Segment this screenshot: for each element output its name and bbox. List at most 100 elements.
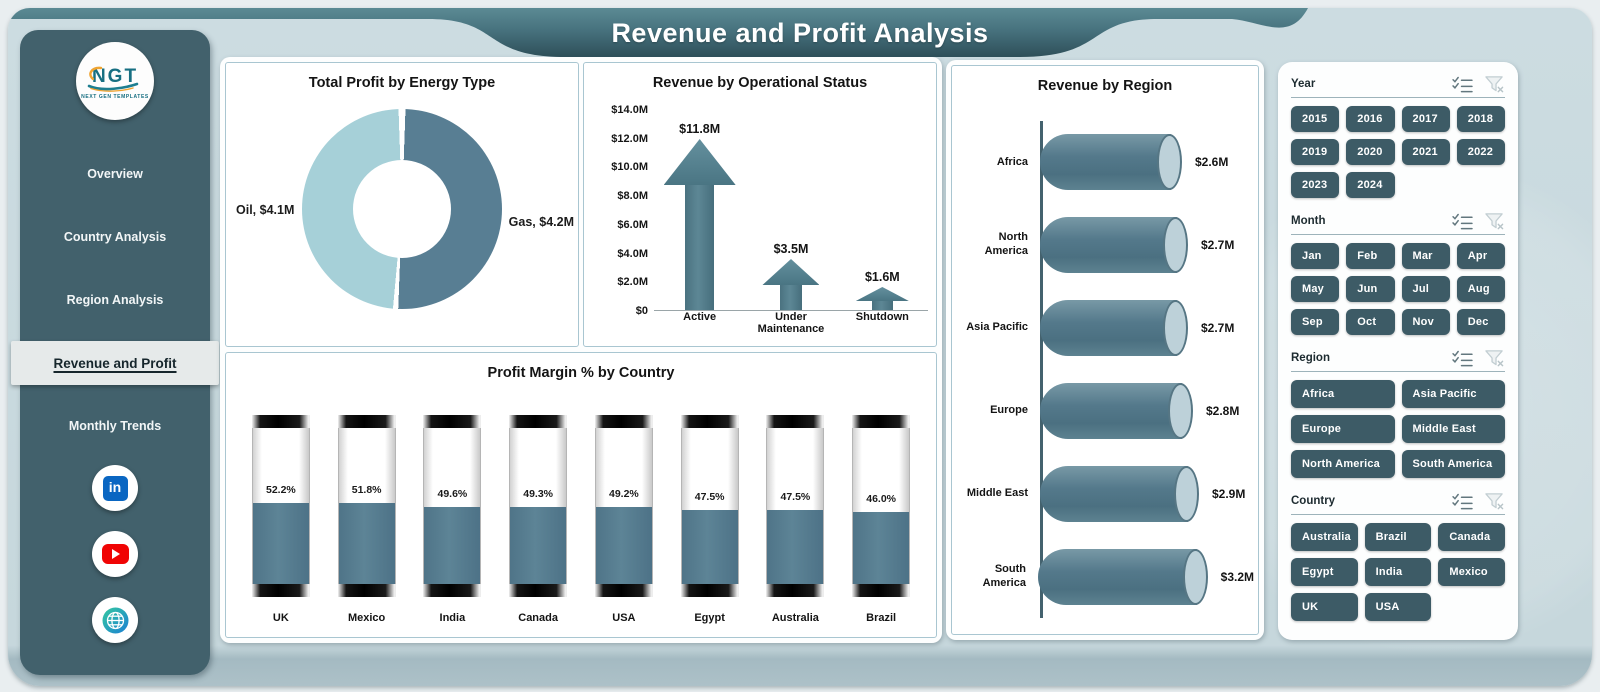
tube-bottom-cap bbox=[251, 584, 310, 597]
tube-body: 47.5% bbox=[766, 428, 825, 584]
multi-select-icon[interactable] bbox=[1451, 213, 1474, 230]
slicer-header: Region bbox=[1291, 348, 1505, 368]
slicer-option-may[interactable]: May bbox=[1291, 276, 1340, 302]
slicer-option-jul[interactable]: Jul bbox=[1401, 276, 1450, 302]
slicer-option-2016[interactable]: 2016 bbox=[1346, 106, 1395, 132]
cylinder-bar[interactable]: 52.2% bbox=[251, 415, 310, 597]
cylinder-end-cap bbox=[1163, 300, 1188, 357]
x-axis-label: USA bbox=[612, 612, 636, 624]
bar-value-label: $2.6M bbox=[1195, 155, 1229, 170]
multi-select-icon[interactable] bbox=[1451, 493, 1474, 510]
slicer-option-oct[interactable]: Oct bbox=[1346, 309, 1395, 335]
cylinder-bar[interactable]: 47.5% bbox=[766, 415, 825, 597]
slicer-option-2019[interactable]: 2019 bbox=[1291, 139, 1340, 165]
tube-top-cap bbox=[766, 415, 825, 428]
slicer-option-2021[interactable]: 2021 bbox=[1401, 139, 1450, 165]
slicer-option-2018[interactable]: 2018 bbox=[1456, 106, 1505, 132]
cylinder-bar[interactable]: 46.0% bbox=[852, 415, 911, 597]
slicer-option-nov[interactable]: Nov bbox=[1401, 309, 1450, 335]
slicer-option-jan[interactable]: Jan bbox=[1291, 243, 1340, 269]
slicer-option-jun[interactable]: Jun bbox=[1346, 276, 1395, 302]
sidebar-item-region-analysis[interactable]: Region Analysis bbox=[20, 268, 210, 331]
cylinder-bar[interactable] bbox=[1037, 548, 1208, 605]
arrow-bar[interactable] bbox=[663, 139, 736, 310]
cylinder-end-cap bbox=[1182, 548, 1208, 605]
multi-select-icon[interactable] bbox=[1451, 76, 1474, 93]
slicer-option-2024[interactable]: 2024 bbox=[1346, 172, 1395, 198]
youtube-button[interactable] bbox=[92, 531, 138, 577]
slicer-option-africa[interactable]: Africa bbox=[1291, 380, 1395, 408]
clear-filter-icon[interactable] bbox=[1484, 349, 1505, 367]
slicer-option-egypt[interactable]: Egypt bbox=[1291, 558, 1358, 586]
bar-row-europe: Europe $2.8M bbox=[962, 369, 1254, 452]
bar-column-uk: 52.2% bbox=[238, 415, 324, 597]
slicer-option-usa[interactable]: USA bbox=[1364, 593, 1432, 621]
slicer-option-2023[interactable]: 2023 bbox=[1291, 172, 1340, 198]
slicer-year: Year 2015 2016 2017 2018 2019 2020 2021 2022 2023… bbox=[1291, 74, 1505, 198]
slicer-option-australia[interactable]: Australia bbox=[1291, 523, 1358, 551]
x-axis-label: Canada bbox=[518, 612, 558, 624]
cylinder-bar[interactable] bbox=[1040, 382, 1193, 439]
slicer-option-2017[interactable]: 2017 bbox=[1401, 106, 1450, 132]
slicer-option-north-america[interactable]: North America bbox=[1291, 450, 1395, 478]
arrow-bar[interactable] bbox=[762, 259, 820, 310]
bar-value-label: $1.6M bbox=[864, 270, 900, 284]
clear-filter-icon[interactable] bbox=[1484, 492, 1505, 510]
slicer-options: Jan Feb Mar Apr May Jun Jul Aug Sep Oct Nov Dec bbox=[1291, 243, 1505, 335]
bar-row-south-america: South America $3.2M bbox=[962, 535, 1254, 618]
cylinder-end-cap bbox=[1157, 134, 1182, 191]
slicer-option-apr[interactable]: Apr bbox=[1456, 243, 1505, 269]
cylinder-bar[interactable] bbox=[1040, 217, 1188, 274]
slicer-option-mexico[interactable]: Mexico bbox=[1438, 558, 1505, 586]
slicer-option-2022[interactable]: 2022 bbox=[1456, 139, 1505, 165]
slicer-option-mar[interactable]: Mar bbox=[1401, 243, 1450, 269]
slicer-option-india[interactable]: India bbox=[1364, 558, 1432, 586]
bar-value-label: 52.2% bbox=[265, 483, 296, 496]
slicer-option-2015[interactable]: 2015 bbox=[1291, 106, 1340, 132]
cylinder-bar[interactable]: 49.2% bbox=[594, 415, 653, 597]
sidebar-item-monthly-trends[interactable]: Monthly Trends bbox=[20, 394, 210, 457]
slicer-option-uk[interactable]: UK bbox=[1291, 593, 1358, 621]
slicer-option-feb[interactable]: Feb bbox=[1346, 243, 1395, 269]
cylinder-bar[interactable]: 47.5% bbox=[680, 415, 739, 597]
sidebar-item-country-analysis[interactable]: Country Analysis bbox=[20, 205, 210, 268]
slicer-option-dec[interactable]: Dec bbox=[1456, 309, 1505, 335]
clear-filter-icon[interactable] bbox=[1484, 75, 1505, 93]
slicer-option-middle-east[interactable]: Middle East bbox=[1401, 415, 1505, 443]
arrow-bar[interactable] bbox=[855, 287, 909, 310]
cylinder-bar[interactable]: 49.6% bbox=[423, 415, 482, 597]
multi-select-icon[interactable] bbox=[1451, 350, 1474, 367]
cylinder-bar[interactable] bbox=[1040, 300, 1188, 357]
website-button[interactable] bbox=[92, 597, 138, 643]
slicer-option-canada[interactable]: Canada bbox=[1438, 523, 1505, 551]
tube-body: 46.0% bbox=[852, 428, 911, 584]
cylinder-bar[interactable]: 49.3% bbox=[509, 415, 568, 597]
linkedin-button[interactable]: in bbox=[92, 465, 138, 511]
slicer-option-europe[interactable]: Europe bbox=[1291, 415, 1395, 443]
bar-value-label: $11.8M bbox=[679, 122, 721, 136]
slicer-options: 2015 2016 2017 2018 2019 2020 2021 2022 2023 2024 bbox=[1291, 106, 1505, 198]
tube-body: 47.5% bbox=[680, 428, 739, 584]
bar-value-label: $2.8M bbox=[1206, 403, 1240, 418]
tube-body: 51.8% bbox=[337, 428, 396, 584]
slicer-header-icons bbox=[1451, 75, 1505, 93]
region-axis-line bbox=[1040, 121, 1043, 618]
chart-profit-margin-by-country: Profit Margin % by Country 52.2% 51.8% 49.… bbox=[225, 352, 937, 638]
cylinder-bar[interactable] bbox=[1040, 134, 1182, 191]
y-axis-tick: $6.0M bbox=[617, 218, 648, 231]
slicer-option-2020[interactable]: 2020 bbox=[1346, 139, 1395, 165]
chart-revenue-by-operational-status: Revenue by Operational Status $14.0M $12.… bbox=[583, 62, 937, 347]
bar-row-north-america: North America $2.7M bbox=[962, 204, 1254, 287]
globe-icon bbox=[102, 607, 128, 633]
slicer-option-brazil[interactable]: Brazil bbox=[1364, 523, 1432, 551]
slicer-option-asia-pacific[interactable]: Asia Pacific bbox=[1401, 380, 1505, 408]
slicer-option-south-america[interactable]: South America bbox=[1401, 450, 1505, 478]
cylinder-bar[interactable]: 51.8% bbox=[337, 415, 396, 597]
slicer-option-aug[interactable]: Aug bbox=[1456, 276, 1505, 302]
divider bbox=[1291, 234, 1505, 235]
clear-filter-icon[interactable] bbox=[1484, 212, 1505, 230]
cylinder-bar[interactable] bbox=[1040, 465, 1199, 522]
sidebar-item-revenue-and-profit[interactable]: Revenue and Profit bbox=[11, 341, 219, 385]
sidebar-item-overview[interactable]: Overview bbox=[20, 142, 210, 205]
slicer-option-sep[interactable]: Sep bbox=[1291, 309, 1340, 335]
